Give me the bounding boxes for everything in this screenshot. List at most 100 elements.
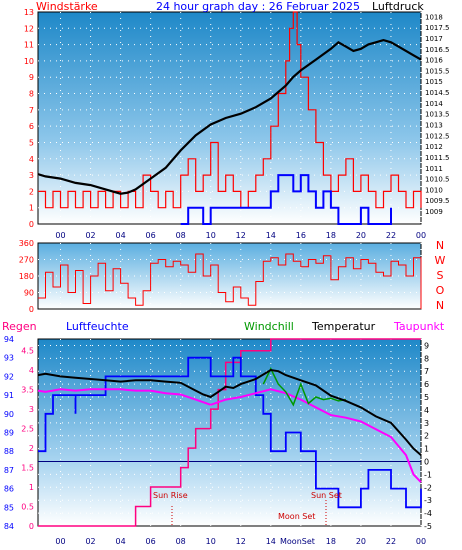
- time-label-1: 08: [176, 231, 186, 240]
- data-series: [37, 11, 422, 527]
- humidity-tick-label: 88: [4, 447, 14, 456]
- pressure-tick-label: 1011.5: [425, 154, 450, 162]
- wind-tick-label: 12: [24, 24, 34, 33]
- time-label-3: 02: [85, 537, 95, 546]
- dewpoint-line: [37, 388, 422, 483]
- pressure-tick-label: 1017.5: [425, 24, 450, 32]
- time-label-3: 14: [266, 537, 276, 546]
- sunrise-label: Sun Rise: [153, 491, 188, 500]
- temperature-tick-label: 9: [424, 341, 429, 350]
- temperature-tick-label: 8: [424, 354, 429, 363]
- humidity-tick-label: 84: [4, 522, 14, 531]
- pressure-tick-label: 1015.5: [425, 67, 450, 75]
- rain-tick-label: 1: [29, 483, 34, 492]
- wind-tick-label: 13: [24, 8, 34, 17]
- compass-label: W: [435, 254, 446, 267]
- pressure-tick-label: 1015: [425, 78, 443, 86]
- time-label-1: 10: [206, 231, 216, 240]
- time-label-1: 06: [146, 231, 156, 240]
- label-rain: Regen: [2, 320, 37, 333]
- rain-tick-label: 1.5: [21, 464, 34, 473]
- rain-tick-label: 2.5: [21, 425, 34, 434]
- time-label-3: 00: [416, 537, 426, 546]
- pressure-tick-label: 1012: [425, 143, 443, 151]
- panel-3-background: [37, 338, 422, 527]
- pressure-tick-label: 1009.5: [425, 197, 450, 205]
- wind-tick-label: 3: [29, 171, 34, 180]
- wind-tick-label: 10: [24, 57, 34, 66]
- wind-tick-label: 7: [29, 106, 34, 115]
- time-label-1: 14: [266, 231, 276, 240]
- compass-label: S: [437, 269, 444, 282]
- wind-tick-label: 9: [29, 73, 34, 82]
- moonset-axis-label: MoonSet: [280, 537, 315, 546]
- pressure-tick-label: 1010.5: [425, 176, 450, 184]
- compass-label: N: [436, 299, 444, 312]
- pressure-line: [37, 38, 422, 195]
- rain-tick-label: 4.5: [21, 347, 34, 356]
- moonset-label: Moon Set: [278, 512, 315, 521]
- rain-tick-label: 2: [29, 444, 34, 453]
- label-dewpoint: Taupunkt: [393, 320, 445, 333]
- wind-tick-label: 1: [29, 204, 34, 213]
- humidity-tick-label: 90: [4, 410, 14, 419]
- compass-label: O: [436, 284, 445, 297]
- pressure-tick-label: 1010: [425, 186, 443, 194]
- wind-tick-label: 5: [29, 138, 34, 147]
- time-label-3: 04: [116, 537, 126, 546]
- temperature-tick-label: -3: [424, 496, 432, 505]
- temperature-tick-label: -1: [424, 470, 432, 479]
- rain-tick-label: 3: [29, 405, 34, 414]
- compass-label: N: [436, 239, 444, 252]
- humidity-tick-label: 92: [4, 372, 14, 381]
- direction-tick-label: 360: [19, 239, 34, 248]
- rain-line: [38, 338, 421, 527]
- pressure-tick-label: 1013: [425, 121, 443, 129]
- time-label-3: 12: [236, 537, 246, 546]
- pressure-tick-label: 1017: [425, 35, 443, 43]
- humidity-tick-label: 86: [4, 485, 14, 494]
- temperature-tick-label: 0: [424, 458, 429, 467]
- temperature-line: [37, 368, 422, 456]
- wind-tick-label: 11: [24, 41, 34, 50]
- rain-tick-label: 0.5: [21, 503, 34, 512]
- direction-line: [38, 253, 422, 309]
- pressure-tick-label: 1016.5: [425, 46, 450, 54]
- label-humidity: Luftfeuchte: [66, 320, 129, 333]
- humidity-tick-label: 85: [4, 503, 14, 512]
- temperature-tick-label: -2: [424, 483, 432, 492]
- temperature-tick-label: 7: [424, 367, 429, 376]
- rain-tick-label: 3.5: [21, 386, 34, 395]
- pressure-tick-label: 1013.5: [425, 111, 450, 119]
- label-windchill: Windchill: [244, 320, 294, 333]
- temperature-tick-label: -5: [424, 522, 432, 531]
- humidity-tick-label: 93: [4, 354, 14, 363]
- panel-2-background: [37, 242, 422, 310]
- rain-tick-label: 4: [29, 366, 34, 375]
- time-label-1: 20: [356, 231, 366, 240]
- time-label-3: 10: [206, 537, 216, 546]
- direction-tick-label: 180: [19, 272, 34, 281]
- humidity-line: [38, 356, 422, 509]
- time-label-3: 00: [55, 537, 65, 546]
- wind-line: [38, 11, 422, 209]
- time-label-3: 20: [356, 537, 366, 546]
- gust-line: [180, 174, 392, 225]
- time-label-3: 18: [326, 537, 336, 546]
- time-label-1: 02: [85, 231, 95, 240]
- pressure-tick-label: 1014: [425, 100, 443, 108]
- time-label-3: 22: [386, 537, 396, 546]
- axis-labels: 13121110987654321010181017.510171016.510…: [4, 8, 450, 546]
- temperature-tick-label: 4: [424, 406, 429, 415]
- time-label-1: 18: [326, 231, 336, 240]
- humidity-tick-label: 87: [4, 466, 14, 475]
- wind-tick-label: 0: [29, 220, 34, 229]
- windchill-line: [262, 366, 347, 407]
- time-label-1: 00: [55, 231, 65, 240]
- time-label-1: 04: [116, 231, 126, 240]
- wind-tick-label: 6: [29, 122, 34, 131]
- header-right: Luftdruck: [372, 0, 424, 13]
- rain-tick-label: 0: [29, 522, 34, 531]
- direction-tick-label: 270: [19, 256, 34, 265]
